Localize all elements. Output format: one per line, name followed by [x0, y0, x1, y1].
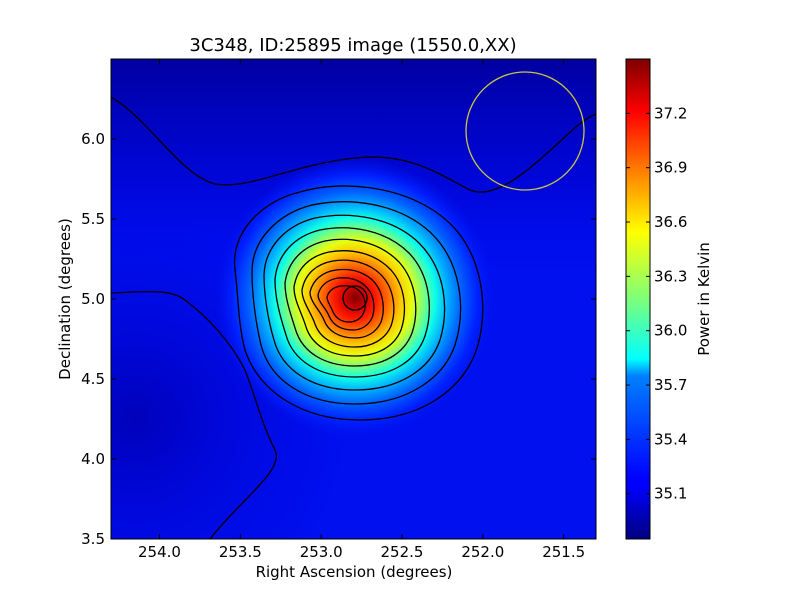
x-tick-label: 251.5	[542, 543, 585, 561]
colorbar-tick-label: 36.0	[654, 322, 687, 340]
contour-lines	[111, 96, 596, 539]
source-emission	[205, 148, 505, 448]
colorbar-tick-label: 36.6	[654, 213, 687, 231]
y-tick-label: 5.5	[81, 210, 105, 228]
y-axis-label: Declination (degrees)	[56, 218, 74, 380]
contour-line	[274, 227, 430, 378]
x-axis: 254.0 253.5 253.0 252.5 252.0 251.5	[138, 59, 585, 561]
colorbar-gradient	[625, 58, 651, 540]
colorbar-ticks: 35.1 35.4 35.7 36.0 36.3 36.6 36.9 37.2	[626, 104, 687, 503]
y-axis: 3.5 4.0 4.5 5.0 5.5 6.0	[81, 130, 596, 548]
contour-line	[309, 268, 384, 339]
colorbar-tick-label: 36.3	[654, 267, 687, 285]
y-tick-label: 4.0	[81, 450, 105, 468]
plot-area	[111, 59, 596, 539]
colorbar-tick-label: 35.4	[654, 430, 687, 448]
y-tick-label: 6.0	[81, 130, 105, 148]
x-axis-label: Right Ascension (degrees)	[256, 563, 453, 581]
contour-line	[293, 250, 406, 357]
contour-line	[301, 259, 395, 348]
beam-circle	[465, 71, 585, 191]
x-tick-label: 252.0	[461, 543, 504, 561]
colorbar-tick-label: 35.1	[654, 485, 687, 503]
y-tick-label: 4.5	[81, 370, 105, 388]
chart-title: 3C348, ID:25895 image (1550.0,XX)	[189, 35, 516, 56]
contour-line	[111, 96, 596, 193]
contour-line	[284, 238, 417, 367]
y-tick-label: 3.5	[81, 530, 105, 548]
contour-line	[111, 290, 278, 539]
colorbar-label: Power in Kelvin	[695, 242, 713, 356]
x-tick-label: 252.5	[381, 543, 424, 561]
colorbar: 35.1 35.4 35.7 36.0 36.3 36.6 36.9 37.2 Power i…	[625, 58, 713, 540]
x-tick-label: 253.5	[219, 543, 262, 561]
colorbar-tick-label: 35.7	[654, 376, 687, 394]
y-tick-label: 5.0	[81, 290, 105, 308]
contour-line	[317, 277, 375, 331]
colorbar-tick-label: 36.9	[654, 159, 687, 177]
contour-line	[342, 285, 368, 311]
x-tick-label: 253.0	[300, 543, 343, 561]
contour-line	[233, 185, 484, 421]
x-tick-label: 254.0	[138, 543, 181, 561]
contour-line	[326, 285, 366, 323]
colorbar-tick-label: 37.2	[654, 104, 687, 122]
contour-line	[263, 214, 446, 391]
contour-line	[251, 201, 462, 405]
